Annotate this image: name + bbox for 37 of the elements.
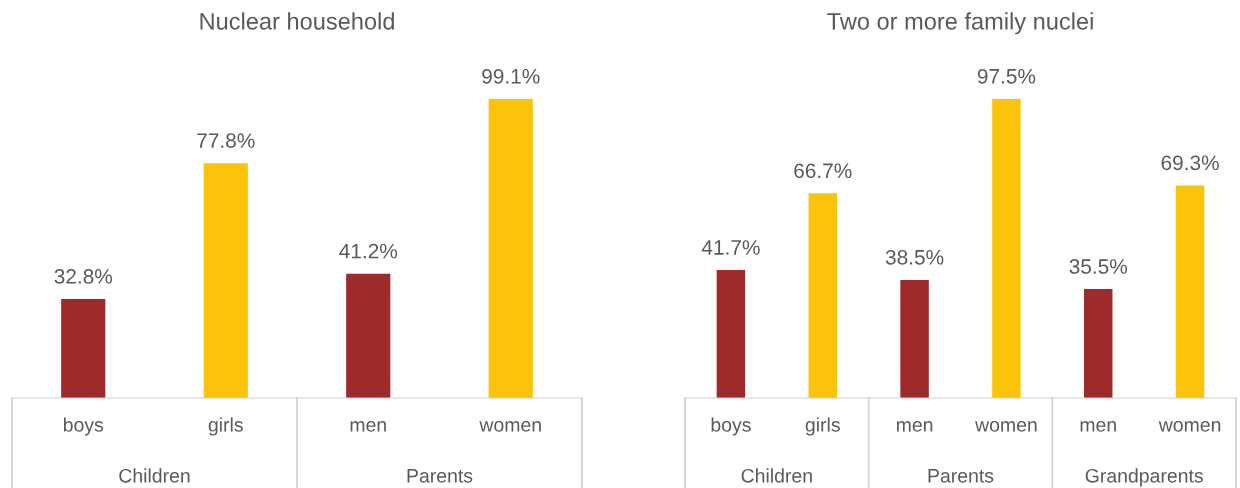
data-label: 32.8% [54,269,113,284]
text: Grandparents [1085,468,1203,487]
chart-title: Two or more family nuclei [827,12,1093,35]
bar [808,193,837,398]
bar [1084,289,1113,398]
data-label: 41.7% [701,240,760,255]
x-tick-label: boys [711,417,751,436]
bar [346,273,391,398]
text: Children [119,468,190,483]
text: Children [741,468,812,483]
bar [716,270,746,398]
data-label: 97.5% [977,68,1036,84]
chart-title: Nuclear household [200,12,394,30]
bar [61,299,106,398]
x-tick-label: women [1158,421,1221,432]
x-tick-label: men [896,421,933,432]
x-tick-label: boys [63,417,104,436]
x-tick-label: men [1080,421,1116,432]
data-label: 99.1% [482,68,540,84]
data-label: 41.2% [339,243,398,259]
bar [488,98,533,398]
x-tick-label: girls [805,417,840,436]
data-label: 66.7% [794,163,852,179]
data-label: 77.8% [197,133,255,148]
data-label: 35.5% [1069,259,1128,274]
x-tick-label: men [350,421,386,432]
x-tick-label: women [975,421,1037,432]
text: Parents [407,469,473,483]
x-tick-label: women [479,421,541,432]
x-tick-label: girls [208,417,243,436]
bar [900,279,929,398]
text: Parents [928,469,994,483]
bar [203,163,248,398]
data-label: 38.5% [885,249,944,265]
bar [1175,185,1205,398]
bar [992,98,1021,398]
data-label: 69.3% [1161,155,1219,171]
